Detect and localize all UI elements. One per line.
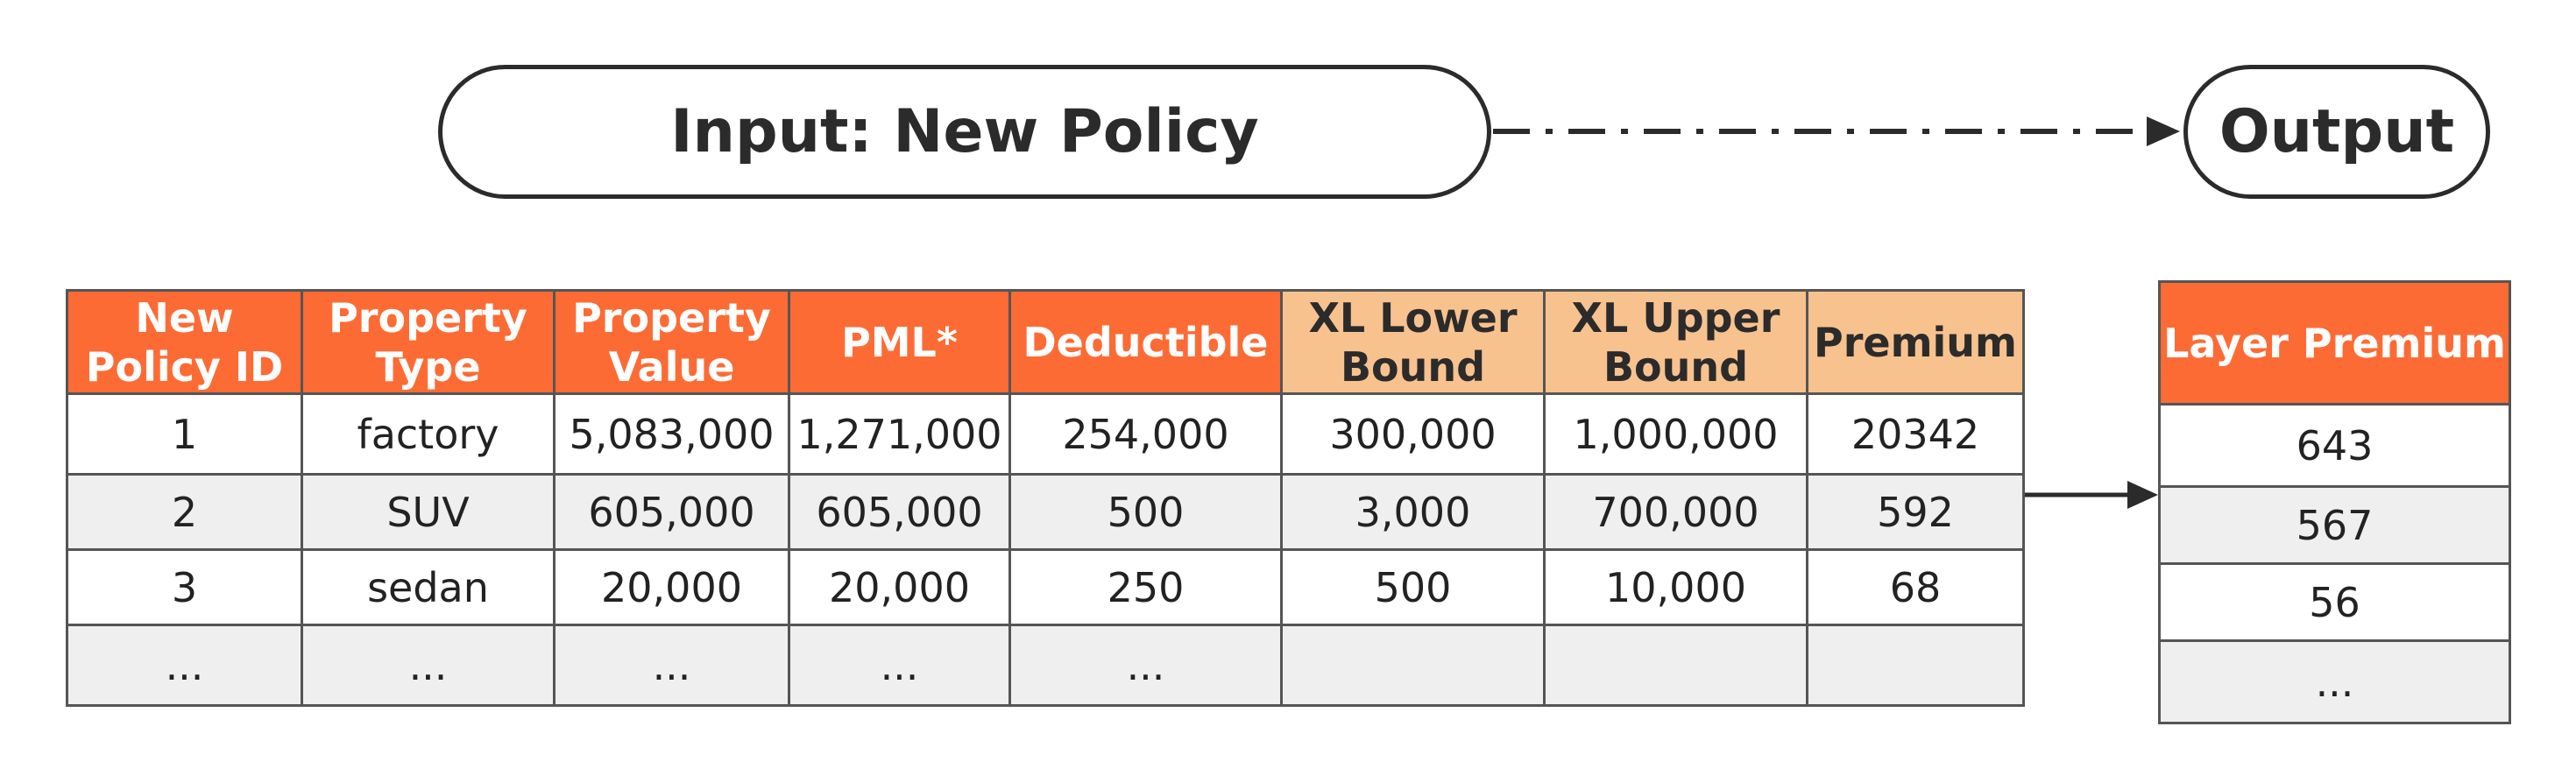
table-cell: ... — [1008, 624, 1283, 707]
table-row: 2 SUV 605,000 605,000 500 3,000 700,000 592 — [66, 473, 2025, 551]
table-row: ............... — [66, 624, 2025, 707]
layer-premium-cell: 56 — [2158, 562, 2511, 642]
table-to-output-arrow — [2022, 481, 2158, 509]
input-new-policy-node: Input: New Policy — [438, 65, 1491, 199]
table-cell: 1,271,000 — [788, 392, 1011, 476]
table-cell: 5,083,000 — [553, 392, 790, 476]
table-header-row: Layer Premium — [2158, 280, 2511, 406]
table-cell: 500 — [1008, 473, 1283, 551]
column-header: Property Value — [553, 289, 790, 395]
column-header: Premium — [1806, 289, 2025, 395]
solid-arrowhead — [2127, 481, 2158, 509]
layer-premium-header: Layer Premium — [2158, 280, 2511, 406]
dash-dot-arrow — [1493, 116, 2180, 146]
table-cell — [1543, 624, 1808, 707]
table-row: 56 — [2158, 562, 2511, 642]
column-header: XL Upper Bound — [1543, 289, 1808, 395]
table-cell: 500 — [1280, 548, 1546, 626]
layer-premium-cell: 567 — [2158, 485, 2511, 565]
table-cell: ... — [553, 624, 790, 707]
table-cell: 254,000 — [1008, 392, 1283, 476]
table-row: 3 sedan 20,000 20,000 250 500 10,000 68 — [66, 548, 2025, 626]
table-cell: 605,000 — [788, 473, 1011, 551]
column-header: PML* — [788, 289, 1011, 395]
table-cell: ... — [66, 624, 303, 707]
table-cell: ... — [301, 624, 556, 707]
table-cell: 300,000 — [1280, 392, 1546, 476]
dash-dot-arrowhead — [2147, 116, 2180, 146]
output-node: Output — [2183, 65, 2490, 199]
table-cell: ... — [788, 624, 1011, 707]
table-cell: 10,000 — [1543, 548, 1808, 626]
table-row: 643 — [2158, 403, 2511, 488]
layer-premium-cell: 643 — [2158, 403, 2511, 488]
column-header: Property Type — [301, 289, 556, 395]
table-cell: 1 — [66, 392, 303, 476]
column-header: Deductible — [1008, 289, 1283, 395]
new-policy-table: New Policy ID Property Type Property Value… — [66, 289, 2025, 707]
table-cell: factory — [301, 392, 556, 476]
input-node-label: Input: New Policy — [670, 97, 1259, 166]
table-row: ... — [2158, 639, 2511, 724]
table-cell: 700,000 — [1543, 473, 1808, 551]
table-cell: 1,000,000 — [1543, 392, 1808, 476]
table-row: 1 factory 5,083,000 1,271,000 254,000 300,000… — [66, 392, 2025, 476]
table-cell — [1806, 624, 2025, 707]
table-cell: 20,000 — [788, 548, 1011, 626]
table-cell: 605,000 — [553, 473, 790, 551]
table-cell: 3,000 — [1280, 473, 1546, 551]
table-cell: SUV — [301, 473, 556, 551]
table-header-row: New Policy ID Property Type Property Value… — [66, 289, 2025, 395]
table-cell: 250 — [1008, 548, 1283, 626]
table-cell: 68 — [1806, 548, 2025, 626]
column-header: XL Lower Bound — [1280, 289, 1546, 395]
table-cell: sedan — [301, 548, 556, 626]
table-cell: 592 — [1806, 473, 2025, 551]
table-cell: 3 — [66, 548, 303, 626]
table-cell: 20342 — [1806, 392, 2025, 476]
layer-premium-cell: ... — [2158, 639, 2511, 724]
table-cell — [1280, 624, 1546, 707]
output-node-label: Output — [2219, 97, 2455, 166]
layer-premium-table: Layer Premium 643 567 56... — [2158, 280, 2511, 724]
table-cell: 20,000 — [553, 548, 790, 626]
column-header: New Policy ID — [66, 289, 303, 395]
table-cell: 2 — [66, 473, 303, 551]
table-row: 567 — [2158, 485, 2511, 565]
